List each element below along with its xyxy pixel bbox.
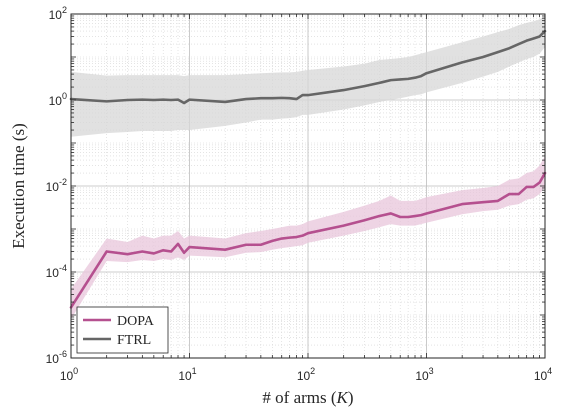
ftrl-confidence-band (71, 15, 545, 137)
x-tick-label: 100 (60, 366, 78, 383)
x-tick-label: 104 (534, 366, 552, 383)
legend-box (76, 306, 169, 354)
y-tick-label: 10-4 (46, 263, 67, 280)
dopa-series-line (69, 171, 547, 309)
y-tick-label: 10-2 (46, 177, 67, 194)
dopa-legend-label: DOPA (117, 314, 155, 329)
y-tick-label: 100 (49, 91, 67, 108)
series-lines (69, 29, 547, 309)
y-tick-label: 102 (49, 5, 67, 22)
ftrl-series-line (69, 29, 547, 105)
ftrl-legend-label: FTRL (117, 333, 151, 348)
x-tick-label: 102 (297, 366, 315, 383)
x-tick-label: 101 (178, 366, 196, 383)
legend: DOPA FTRL (76, 306, 169, 354)
x-axis-label: # of arms (K) (262, 388, 353, 407)
y-axis-label: Execution time (s) (9, 123, 28, 249)
tick-labels: 100 101 102 103 104 10-6 10-4 10-2 100 102 (46, 5, 553, 383)
y-tick-label: 10-6 (46, 349, 67, 366)
dopa-confidence-band (71, 155, 545, 320)
confidence-bands (71, 15, 545, 320)
x-tick-label: 103 (415, 366, 433, 383)
axis-ticks (70, 13, 546, 359)
